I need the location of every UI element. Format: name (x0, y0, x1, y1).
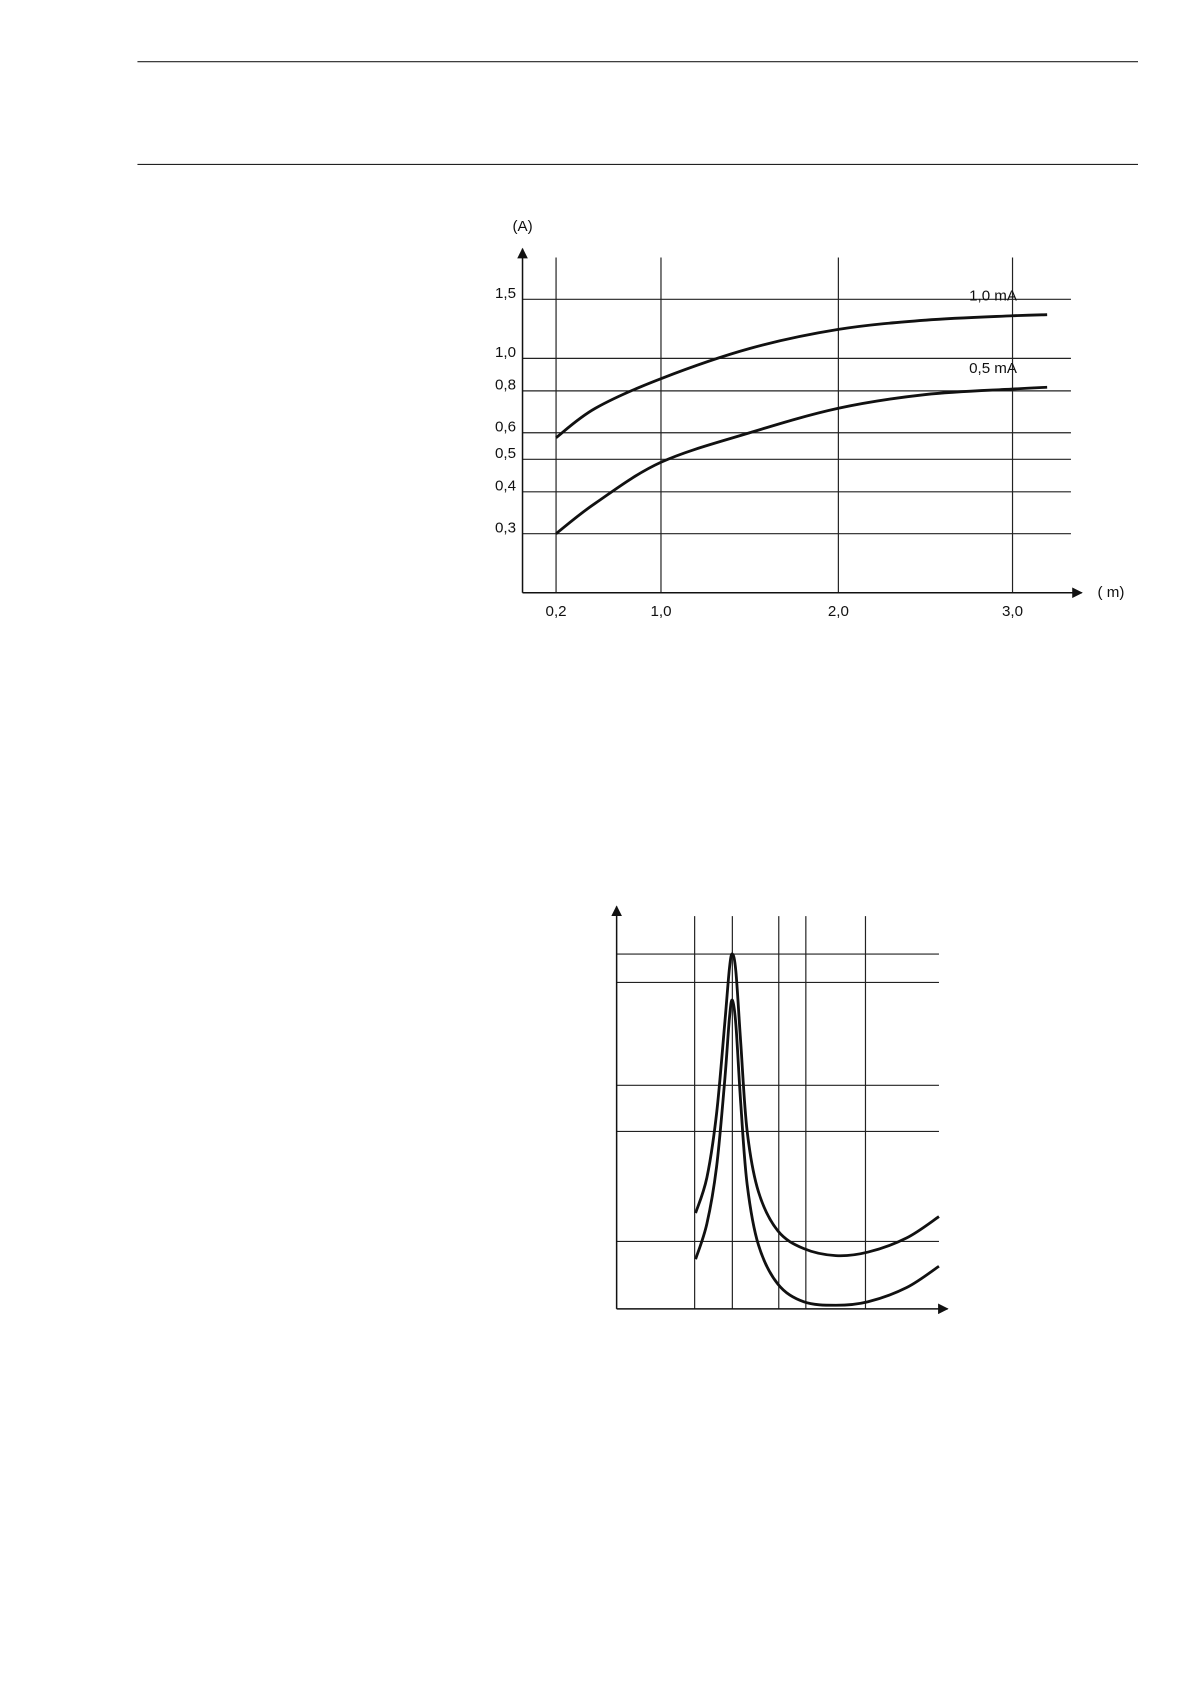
x-tick-label: 1,0 (650, 603, 671, 620)
series-label: 1,0 mA (969, 287, 1018, 304)
y-axis-label: (A) (512, 218, 532, 235)
y-tick-label: 0,4 (495, 477, 516, 494)
x-axis-label: ( m) (1098, 584, 1125, 601)
data-line (694, 952, 940, 1258)
y-tick-label: 1,0 (495, 344, 516, 361)
x-tick-label: 0,2 (546, 603, 567, 620)
y-tick-label: 0,6 (495, 418, 516, 435)
data-line (694, 998, 940, 1307)
y-tick-label: 1,5 (495, 285, 516, 302)
data-line (555, 313, 1048, 439)
x-tick-label: 2,0 (828, 603, 849, 620)
data-line (555, 385, 1048, 535)
series-label: 0,5 mA (969, 360, 1018, 377)
x-tick-label: 3,0 (1002, 603, 1023, 620)
y-tick-label: 0,8 (495, 376, 516, 393)
y-tick-label: 0,5 (495, 445, 516, 462)
y-tick-label: 0,3 (495, 519, 516, 536)
